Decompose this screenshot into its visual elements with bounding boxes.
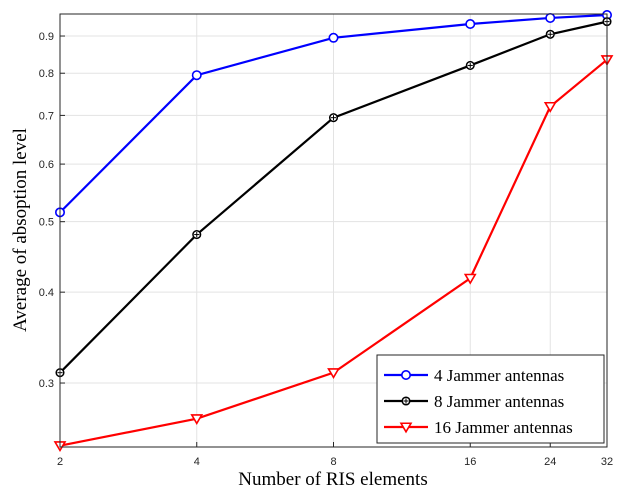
legend-item: 16 Jammer antennas [384,418,573,437]
y-tick-label: 0.9 [39,31,54,43]
x-axis-title: Number of RIS elements [238,469,427,490]
series-line [59,58,608,447]
y-tick-label: 0.7 [39,110,54,122]
x-tick-label: 2 [57,456,63,468]
data-point [192,230,202,240]
data-point [190,414,204,425]
data-point [401,396,411,406]
y-tick-label: 0.5 [39,217,54,229]
data-point [191,70,202,81]
data-point [400,369,411,380]
y-axis-title: Average of absoption level [10,128,31,332]
data-point [545,29,555,39]
data-point [465,60,475,70]
series-1 [54,9,612,218]
x-tick-label: 24 [544,456,556,468]
data-point [328,113,339,123]
series-line [59,20,608,374]
legend-item: 4 Jammer antennas [384,366,564,385]
x-tick-label: 8 [330,456,336,468]
data-point [399,422,413,434]
legend-label: 16 Jammer antennas [434,418,573,437]
legend-box [376,354,605,444]
data-point [543,101,557,113]
data-point [328,32,339,43]
y-tick-label: 0.3 [39,378,54,390]
x-tick-label: 4 [194,456,200,468]
y-tick-label: 0.8 [39,68,54,80]
y-tick-label: 0.6 [39,159,54,171]
x-tick-label: 16 [464,456,476,468]
legend-item: 8 Jammer antennas [384,392,564,411]
series-line [59,13,608,214]
data-point [327,368,340,380]
data-point [465,18,476,29]
y-tick-label: 0.4 [39,287,54,299]
legend: 4 Jammer antennas 8 Jammer antennas 16 Jam… [376,354,605,444]
x-tick-label: 32 [601,456,613,468]
data-point [463,273,477,285]
ticks: 2 4 8 16 24 320.30.40.50.60.70.80.9 [39,31,613,468]
legend-label: 8 Jammer antennas [434,392,564,411]
data-point [545,12,556,23]
legend-label: 4 Jammer antennas [434,366,564,385]
